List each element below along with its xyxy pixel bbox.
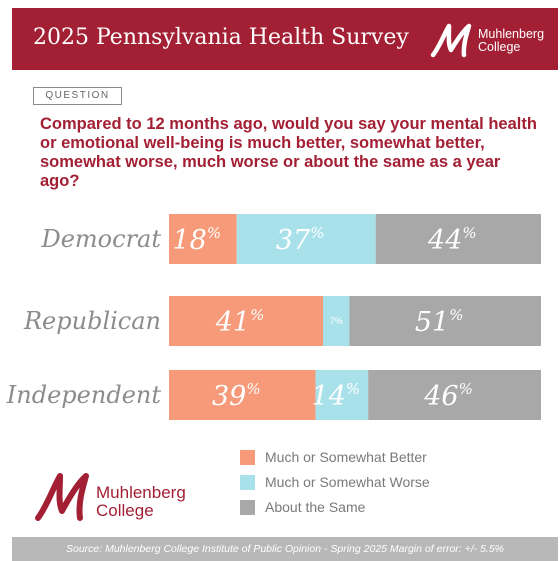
- page-title: 2025 Pennsylvania Health Survey: [33, 25, 409, 50]
- bar-independent-better: [169, 370, 316, 420]
- bar-independent-worse: [315, 370, 369, 420]
- category-label-democrat: Democrat: [40, 225, 161, 253]
- legend-label-worse: Much or Somewhat Worse: [265, 474, 430, 490]
- footer-logo-line2: College: [96, 501, 154, 520]
- stacked-bar-chart: Democrat 18% 37% 44%Republican 41% 7% 51%Indep…: [6, 214, 541, 420]
- header-logo-line2: College: [478, 40, 521, 54]
- bar-republican-same: [349, 296, 541, 346]
- question-text: Compared to 12 months ago, would you say…: [40, 115, 537, 190]
- header-banner: 2025 Pennsylvania Health Survey Muhlenbe…: [12, 8, 558, 70]
- value-label-democrat-better: 18%: [173, 224, 222, 256]
- header-logo: Muhlenberg College: [430, 22, 552, 58]
- category-label-independent: Independent: [6, 381, 162, 409]
- legend-swatch-better: [240, 450, 255, 465]
- footer-logo: Muhlenberg College: [34, 468, 204, 528]
- legend-label-same: About the Same: [265, 499, 366, 515]
- muhlenberg-m-icon: [430, 23, 472, 58]
- bar-democrat-same: [375, 214, 541, 264]
- value-label-independent-better: 39%: [212, 380, 261, 412]
- legend-swatch-worse: [240, 475, 255, 490]
- value-label-republican-worse: 7%: [330, 316, 343, 326]
- footer-logo-line1: Muhlenberg: [96, 483, 186, 502]
- bar-republican-worse: [323, 296, 350, 346]
- bar-republican-better: [169, 296, 324, 346]
- legend-label-better: Much or Somewhat Better: [265, 449, 427, 465]
- value-label-democrat-worse: 37%: [276, 224, 325, 256]
- legend-swatch-same: [240, 500, 255, 515]
- bar-independent-same: [368, 370, 541, 420]
- category-label-republican: Republican: [23, 307, 161, 335]
- bar-democrat-better: [169, 214, 237, 264]
- question-label: QUESTION: [33, 87, 122, 105]
- source-note: Source: Muhlenberg College Institute of …: [12, 537, 558, 561]
- bar-democrat-worse: [236, 214, 376, 264]
- header-logo-line1: Muhlenberg: [478, 27, 545, 41]
- muhlenberg-m-icon: [35, 473, 89, 521]
